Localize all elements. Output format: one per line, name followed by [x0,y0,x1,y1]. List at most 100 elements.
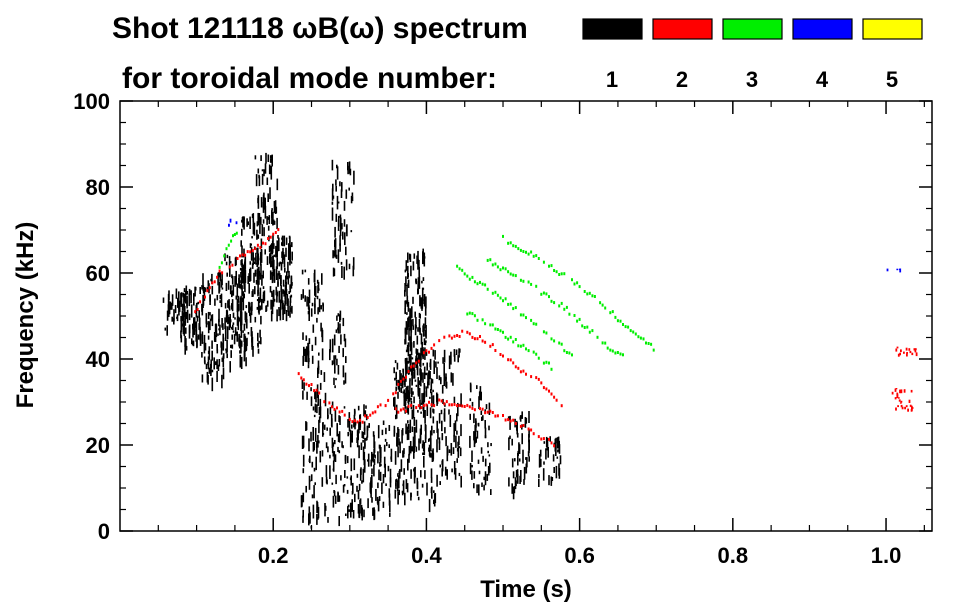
spectral-point [181,323,184,327]
spectral-point [550,476,553,484]
spectral-point [450,351,452,365]
legend-swatch-mode-3 [722,18,783,40]
spectral-point [365,405,367,409]
spectral-point [341,441,343,448]
spectral-point [208,286,211,290]
spectral-point [358,445,360,459]
spectral-point [558,341,561,345]
spectral-point [565,305,568,309]
spectral-point [522,449,524,464]
spectral-point [571,353,573,357]
spectral-point [377,482,379,489]
spectral-point [342,445,344,449]
spectral-point [199,334,202,346]
spectral-point [242,330,244,333]
spectral-point [422,298,424,302]
spectral-point [308,289,311,304]
spectral-point [271,292,273,297]
spectral-point [504,297,507,301]
spectral-point [248,273,250,281]
spectral-point [302,390,304,400]
spectral-point [420,347,422,361]
spectral-point [459,447,462,457]
spectral-point [399,370,401,382]
spectral-point [891,391,894,395]
spectral-point [468,311,471,315]
spectral-point [162,297,165,303]
spectral-point [171,302,173,310]
spectral-point [338,215,340,227]
spectral-point [455,435,457,448]
spectral-point [332,495,335,508]
spectral-point [456,264,459,268]
spectral-point [257,332,259,342]
spectral-point [351,499,353,512]
spectral-point [416,366,419,376]
spectral-point [460,393,462,407]
spectral-point [347,419,349,428]
spectral-point [331,338,334,353]
spectral-point [188,293,191,307]
spectral-point [247,276,249,284]
spectral-point [516,469,519,483]
spectral-point [253,272,255,283]
spectral-point [319,398,322,411]
spectral-point [361,480,363,484]
spectral-point [453,423,455,437]
spectral-point [481,416,483,421]
x-tick-label: 0.4 [411,543,442,568]
spectral-point [203,356,206,363]
spectral-point [481,407,484,411]
spectral-point [479,407,481,411]
spectral-point [350,475,352,486]
spectral-point [271,210,273,218]
spectral-point [431,379,434,384]
spectral-point [214,298,216,306]
spectral-point [185,338,187,350]
series-2-2 [297,329,563,424]
spectral-point [237,295,240,303]
spectral-point [342,231,344,240]
spectral-point [248,283,250,294]
spectral-point [358,421,360,434]
spectral-point [249,307,252,311]
spectral-point [220,341,222,348]
spectral-point [546,444,549,451]
spectral-point [394,377,396,381]
spectral-point [205,313,208,324]
spectral-point [538,478,540,487]
spectral-point [552,454,555,462]
spectral-point [221,287,224,290]
x-axis: 0.2 0.4 0.6 0.8 1.0 [157,101,925,568]
spectral-point [425,349,428,353]
spectral-point [260,315,262,325]
spectral-point [249,267,252,281]
spectral-point [332,250,334,259]
spectral-point [276,290,278,303]
spectral-point [486,410,489,414]
spectral-point [409,441,412,454]
y-tick-label: 100 [73,89,110,114]
legend-swatch-mode-1 [582,18,643,40]
spectral-point [188,288,191,295]
spectral-point [191,341,194,346]
spectral-point [443,335,446,339]
spectral-point [218,265,221,269]
spectral-point [211,350,213,361]
spectral-point [413,417,416,426]
spectral-point [250,247,253,261]
spectral-point [262,219,265,224]
spectral-point [545,448,547,460]
spectral-point [489,344,492,348]
spectral-point [410,319,413,333]
spectral-point [434,350,436,360]
spectral-point [627,325,630,329]
spectral-point [556,437,559,449]
spectral-point [332,442,335,447]
spectral-point [182,294,185,298]
spectral-point [337,201,340,204]
spectral-point [514,274,517,278]
spectral-point [619,319,622,323]
spectral-point [453,434,455,443]
spectral-point [278,307,280,317]
